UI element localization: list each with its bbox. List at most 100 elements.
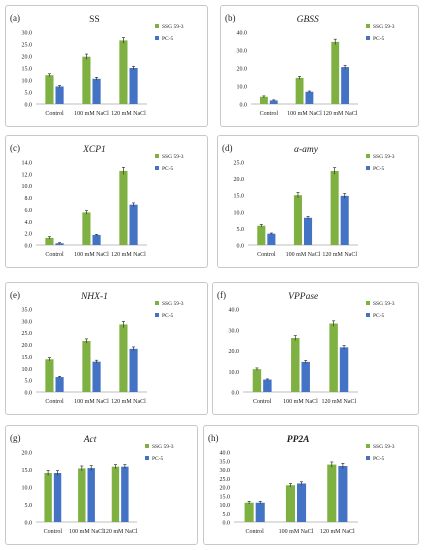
chart-panel-d: (d) α-amy 0.0 5.0 10.0 15.0 20.0 25.0 Control 100… xyxy=(217,135,419,268)
bar-ssg-59-3 xyxy=(44,473,52,522)
y-tick-label: 0.0 xyxy=(25,521,33,527)
legend-swatch-ssg-59-3 xyxy=(366,24,370,28)
y-tick-label: 0.0 xyxy=(232,391,240,397)
bar-ssg-59-3 xyxy=(252,369,262,392)
bar-pc-5 xyxy=(92,78,101,104)
legend-label: SSG 59-3 xyxy=(373,444,395,450)
y-tick-label: 20.0 xyxy=(220,486,231,492)
legend-label: PC-5 xyxy=(373,456,385,462)
y-tick-label: 10.0 xyxy=(220,503,231,509)
chart-d-svg: (d) α-amy 0.0 5.0 10.0 15.0 20.0 25.0 Control 100… xyxy=(222,143,395,258)
bar-ssg-59-3 xyxy=(257,225,266,245)
bar-pc-5 xyxy=(255,502,265,522)
bar-pc-5 xyxy=(92,361,101,392)
x-tick-label: Control xyxy=(253,399,272,405)
x-tick-label: Control xyxy=(257,252,276,258)
bar-pc-5 xyxy=(269,100,278,104)
bar-ssg-59-3 xyxy=(82,56,91,104)
legend-label: SSG 59-3 xyxy=(373,154,395,160)
legend-label: SSG 59-3 xyxy=(373,24,395,30)
chart-e-svg: (e) NHX-1 0.0 5.0 10.0 15.0 20.0 25.0 30.0 35.0 Co… xyxy=(10,290,184,405)
x-tick-label: 100 mM NaCl xyxy=(69,529,104,535)
bar-ssg-59-3 xyxy=(82,212,91,245)
bar-pc-5 xyxy=(55,86,64,104)
chart-panel-h: (h) PP2A 0.0 5.0 10.0 15.0 20.0 25.0 30.0 35.0 40.… xyxy=(203,425,419,545)
y-tick-label: 15.0 xyxy=(234,194,245,200)
bar-ssg-59-3 xyxy=(45,237,54,245)
y-tick-label: 35.0 xyxy=(22,308,33,314)
panel-letter: (b) xyxy=(225,13,236,23)
chart-a-svg: (a) SS 0.0 5.0 10.0 15.0 20.0 25.0 30.0 Control 10… xyxy=(10,13,184,117)
x-tick-label: Control xyxy=(45,399,64,405)
y-tick-label: 40.0 xyxy=(220,451,231,457)
bar-pc-5 xyxy=(305,91,314,104)
chart-panel-f: (f) VPPase 0.0 10.0 20.0 30.0 40.0 Control 100 m… xyxy=(212,282,419,415)
legend-label: SSG 59-3 xyxy=(162,301,184,307)
x-tick-label: 100 mM NaCl xyxy=(287,111,322,117)
legend-swatch-ssg-59-3 xyxy=(366,301,370,305)
y-tick-label: 10.0 xyxy=(234,210,245,216)
bar-ssg-59-3 xyxy=(78,468,86,522)
chart-title: PP2A xyxy=(287,435,310,445)
y-tick-label: 8.0 xyxy=(25,196,33,202)
panel-letter: (h) xyxy=(208,433,219,443)
legend-label: PC-5 xyxy=(162,313,174,319)
y-tick-label: 0.0 xyxy=(25,244,33,250)
bar-pc-5 xyxy=(55,243,64,245)
y-tick-label: 15.0 xyxy=(22,355,33,361)
bar-pc-5 xyxy=(263,379,272,392)
bar-ssg-59-3 xyxy=(327,464,337,522)
x-tick-label: 120 mM NaCl xyxy=(323,111,358,117)
bar-pc-5 xyxy=(267,233,276,245)
legend-label: PC-5 xyxy=(162,166,174,172)
bar-ssg-59-3 xyxy=(82,341,91,392)
chart-panel-a: (a) SS 0.0 5.0 10.0 15.0 20.0 25.0 30.0 Control 10… xyxy=(5,5,208,127)
x-tick-label: 100 mM NaCl xyxy=(286,252,321,258)
legend-swatch-pc-5 xyxy=(145,456,149,460)
x-tick-label: 120 mM NaCl xyxy=(111,252,146,258)
y-tick-label: 20.0 xyxy=(234,177,245,183)
chart-b-svg: (b) GBSS 0.0 10.0 20.0 30.0 40.0 Control 100 mM … xyxy=(225,13,395,117)
x-tick-label: 100 mM NaCl xyxy=(74,111,109,117)
bar-ssg-59-3 xyxy=(293,195,302,245)
legend-label: SSG 59-3 xyxy=(162,24,184,30)
legend-swatch-ssg-59-3 xyxy=(155,301,159,305)
legend-swatch-pc-5 xyxy=(155,313,159,317)
bar-pc-5 xyxy=(55,377,64,392)
legend-label: PC-5 xyxy=(152,456,164,462)
bar-ssg-59-3 xyxy=(111,466,120,522)
y-tick-label: 0.0 xyxy=(240,103,248,109)
y-tick-label: 10.0 xyxy=(22,79,33,85)
y-tick-label: 25.0 xyxy=(22,331,33,337)
chart-panel-e: (e) NHX-1 0.0 5.0 10.0 15.0 20.0 25.0 30.0 35.0 Co… xyxy=(5,282,208,415)
bar-ssg-59-3 xyxy=(329,323,338,392)
bar-pc-5 xyxy=(338,466,348,522)
chart-panel-g: (g) Act 0.0 5.0 10.0 15.0 20.0 Control 100 mM Na… xyxy=(5,425,198,545)
y-tick-label: 0.0 xyxy=(25,391,33,397)
bar-pc-5 xyxy=(341,67,350,104)
bar-pc-5 xyxy=(129,348,138,392)
x-tick-label: 100 mM NaCl xyxy=(283,399,318,405)
chart-panel-b: (b) GBSS 0.0 10.0 20.0 30.0 40.0 Control 100 mM … xyxy=(220,5,419,127)
y-tick-label: 10.0 xyxy=(229,370,240,376)
y-tick-label: 20.0 xyxy=(22,343,33,349)
bar-ssg-59-3 xyxy=(291,338,300,392)
x-tick-label: 120 mM NaCl xyxy=(321,399,356,405)
y-tick-label: 15.0 xyxy=(22,67,33,73)
chart-title: NHX-1 xyxy=(80,292,108,302)
bar-ssg-59-3 xyxy=(244,502,254,522)
chart-f-svg: (f) VPPase 0.0 10.0 20.0 30.0 40.0 Control 100 m… xyxy=(217,290,395,405)
y-tick-label: 5.0 xyxy=(25,379,33,385)
legend-swatch-pc-5 xyxy=(366,36,370,40)
legend-swatch-ssg-59-3 xyxy=(366,444,370,448)
bar-ssg-59-3 xyxy=(119,324,128,392)
y-tick-label: 15.0 xyxy=(220,494,231,500)
bar-pc-5 xyxy=(340,195,349,245)
legend-swatch-ssg-59-3 xyxy=(145,444,149,448)
x-tick-label: Control xyxy=(45,252,64,258)
x-tick-label: Control xyxy=(245,529,264,535)
legend-label: SSG 59-3 xyxy=(162,154,184,160)
y-tick-label: 10.0 xyxy=(22,184,33,190)
legend-swatch-ssg-59-3 xyxy=(155,154,159,158)
x-tick-label: Control xyxy=(44,529,63,535)
